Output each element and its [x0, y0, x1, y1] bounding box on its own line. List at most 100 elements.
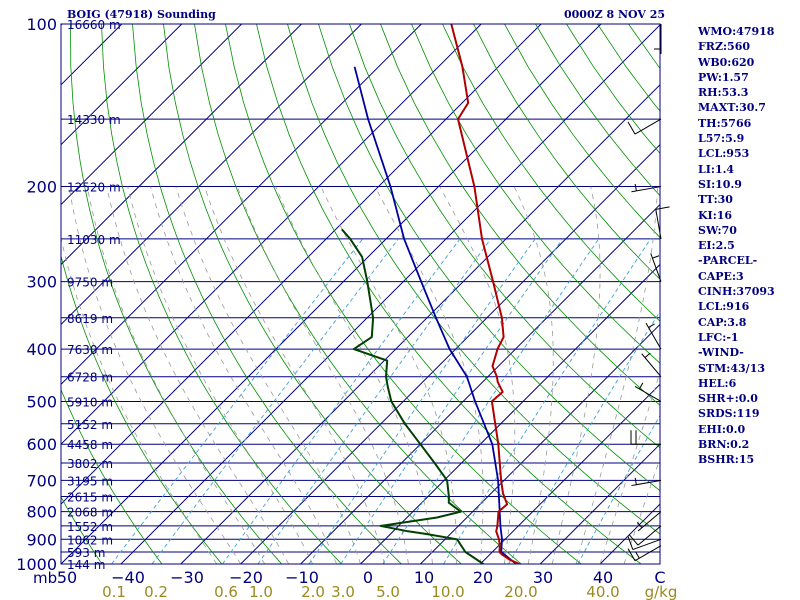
sounding-title: BOIG (47918) Sounding [67, 8, 216, 21]
parcel-trace-line [353, 66, 517, 564]
wind-barb [630, 430, 661, 445]
dry-adiabat-line [473, 24, 660, 280]
mixing-ratio-tick-label: 2.0 [301, 583, 325, 600]
wind-barb-flag [627, 121, 636, 135]
temperature-tick-label: 30 [533, 568, 553, 587]
temperature-tick-label: −20 [229, 568, 263, 587]
temperature-tick-label: 20 [473, 568, 493, 587]
height-level-label: 3195 m [67, 474, 113, 488]
moist-adiabat-line [106, 186, 289, 564]
chart-grid [61, 24, 800, 564]
moist-adiabat-line [275, 186, 433, 564]
temperature-tick-label: 40 [593, 568, 613, 587]
stat-item: TH:5766 [698, 116, 752, 130]
moist-adiabat-line [150, 186, 337, 564]
isotherm-line [479, 383, 660, 564]
stat-item: LCL:953 [698, 147, 750, 161]
isotherm-line [61, 24, 542, 505]
moist-adiabat-line [204, 186, 385, 564]
dry-adiabat-line [61, 496, 103, 564]
temperature-tick-label: 10 [414, 568, 434, 587]
pressure-tick-label: 1000 [16, 555, 57, 574]
isotherm-line [61, 24, 422, 386]
pressure-tick-label: 300 [26, 273, 57, 292]
wind-barb-column [627, 24, 670, 562]
height-level-label: 9750 m [67, 276, 113, 290]
stat-item: CAP:3.8 [698, 315, 747, 329]
stat-item: KI:16 [698, 208, 733, 222]
dry-adiabat-line [70, 24, 282, 564]
wind-barb-half-flag [638, 382, 644, 390]
stat-item: RH:53.3 [698, 86, 749, 100]
temperature-tick-label: 50 [57, 568, 77, 587]
dewpoint-trace-line [341, 228, 484, 564]
wind-barb [641, 352, 662, 378]
stat-item: SHR+:0.0 [698, 392, 758, 406]
stability-indices-list: WMO:47918 FRZ:560 WB0:620 PW:1.57 RH:53.3 MAX… [698, 24, 775, 468]
isotherm-line [61, 24, 362, 326]
wind-barb-half-flag [635, 551, 640, 559]
wind-barb-half-flag [634, 477, 637, 485]
pressure-tick-label: 200 [26, 178, 57, 197]
temperature-tick-label: −10 [285, 568, 319, 587]
mixing-ratio-line [151, 238, 399, 564]
isotherm-line [61, 24, 183, 146]
wind-barb-half-flag [634, 183, 637, 191]
height-level-label: 12520 m [67, 181, 121, 195]
height-level-label: 8619 m [67, 312, 113, 326]
moist-adiabat-line [513, 186, 554, 564]
stat-item: SW:70 [698, 223, 737, 237]
pressure-tick-label: 100 [26, 15, 57, 34]
mixing-ratio-tick-label: 0.2 [144, 583, 168, 600]
plot-frame [60, 23, 661, 565]
mixing-ratio-tick-label: g/kg [645, 583, 678, 600]
stat-item: CAPE:3 [698, 269, 744, 283]
wind-barb-flag [627, 536, 634, 550]
moist-adiabat-line [575, 186, 658, 564]
dry-adiabat-line [194, 24, 522, 564]
wind-barb-flag [655, 206, 670, 210]
stat-item: SRDS:119 [698, 407, 760, 421]
dry-adiabat-line [442, 24, 660, 322]
dry-adiabat-line [225, 24, 582, 564]
wind-barb [645, 322, 662, 350]
mixing-ratio-tick-label: 20.0 [504, 583, 537, 600]
sounding-datetime: 0000Z 8 NOV 25 [564, 8, 666, 21]
mixing-ratio-line [382, 238, 600, 564]
stat-item: L57:5.9 [698, 132, 745, 146]
wind-barb [627, 545, 662, 562]
wind-barb [655, 206, 670, 239]
dry-adiabat-line [411, 24, 660, 364]
mixing-ratio-line [222, 238, 461, 564]
dry-adiabat-line [784, 24, 800, 564]
wind-barb [627, 536, 662, 551]
wind-barb-staff [637, 525, 662, 546]
stat-item: BSHR:15 [698, 453, 755, 467]
height-level-label: 1552 m [67, 520, 113, 534]
height-level-label: 593 m [67, 546, 105, 560]
wind-barb-half-flag [644, 352, 651, 358]
moist-adiabat-line [175, 186, 361, 564]
moist-adiabat-line [61, 236, 218, 564]
isotherm-line [61, 24, 482, 445]
moist-adiabat-line [551, 186, 601, 564]
moist-adiabat-line [86, 186, 266, 564]
stat-item: EI:2.5 [698, 239, 735, 253]
pressure-tick-label: 800 [26, 503, 57, 522]
moist-adiabat-line [374, 186, 484, 564]
mixing-ratio-line [443, 238, 651, 564]
isotherm-line [420, 323, 660, 564]
height-level-label: 4458 m [67, 438, 113, 452]
wind-barb-staff [634, 118, 662, 135]
dry-adiabat-line [61, 388, 163, 564]
height-level-label: 7630 m [67, 343, 113, 357]
stat-item: HEL:6 [698, 376, 737, 390]
moist-adiabat-line [439, 186, 516, 564]
moist-adiabat-line [237, 186, 409, 564]
wind-barb-staff [634, 545, 662, 562]
dry-adiabat-line [287, 24, 660, 535]
stat-item: LFC:-1 [698, 330, 739, 344]
stat-item: EHI:0.0 [698, 422, 746, 436]
stat-item: FRZ:560 [698, 40, 751, 54]
mixing-ratio-tick-label: 3.0 [331, 583, 355, 600]
